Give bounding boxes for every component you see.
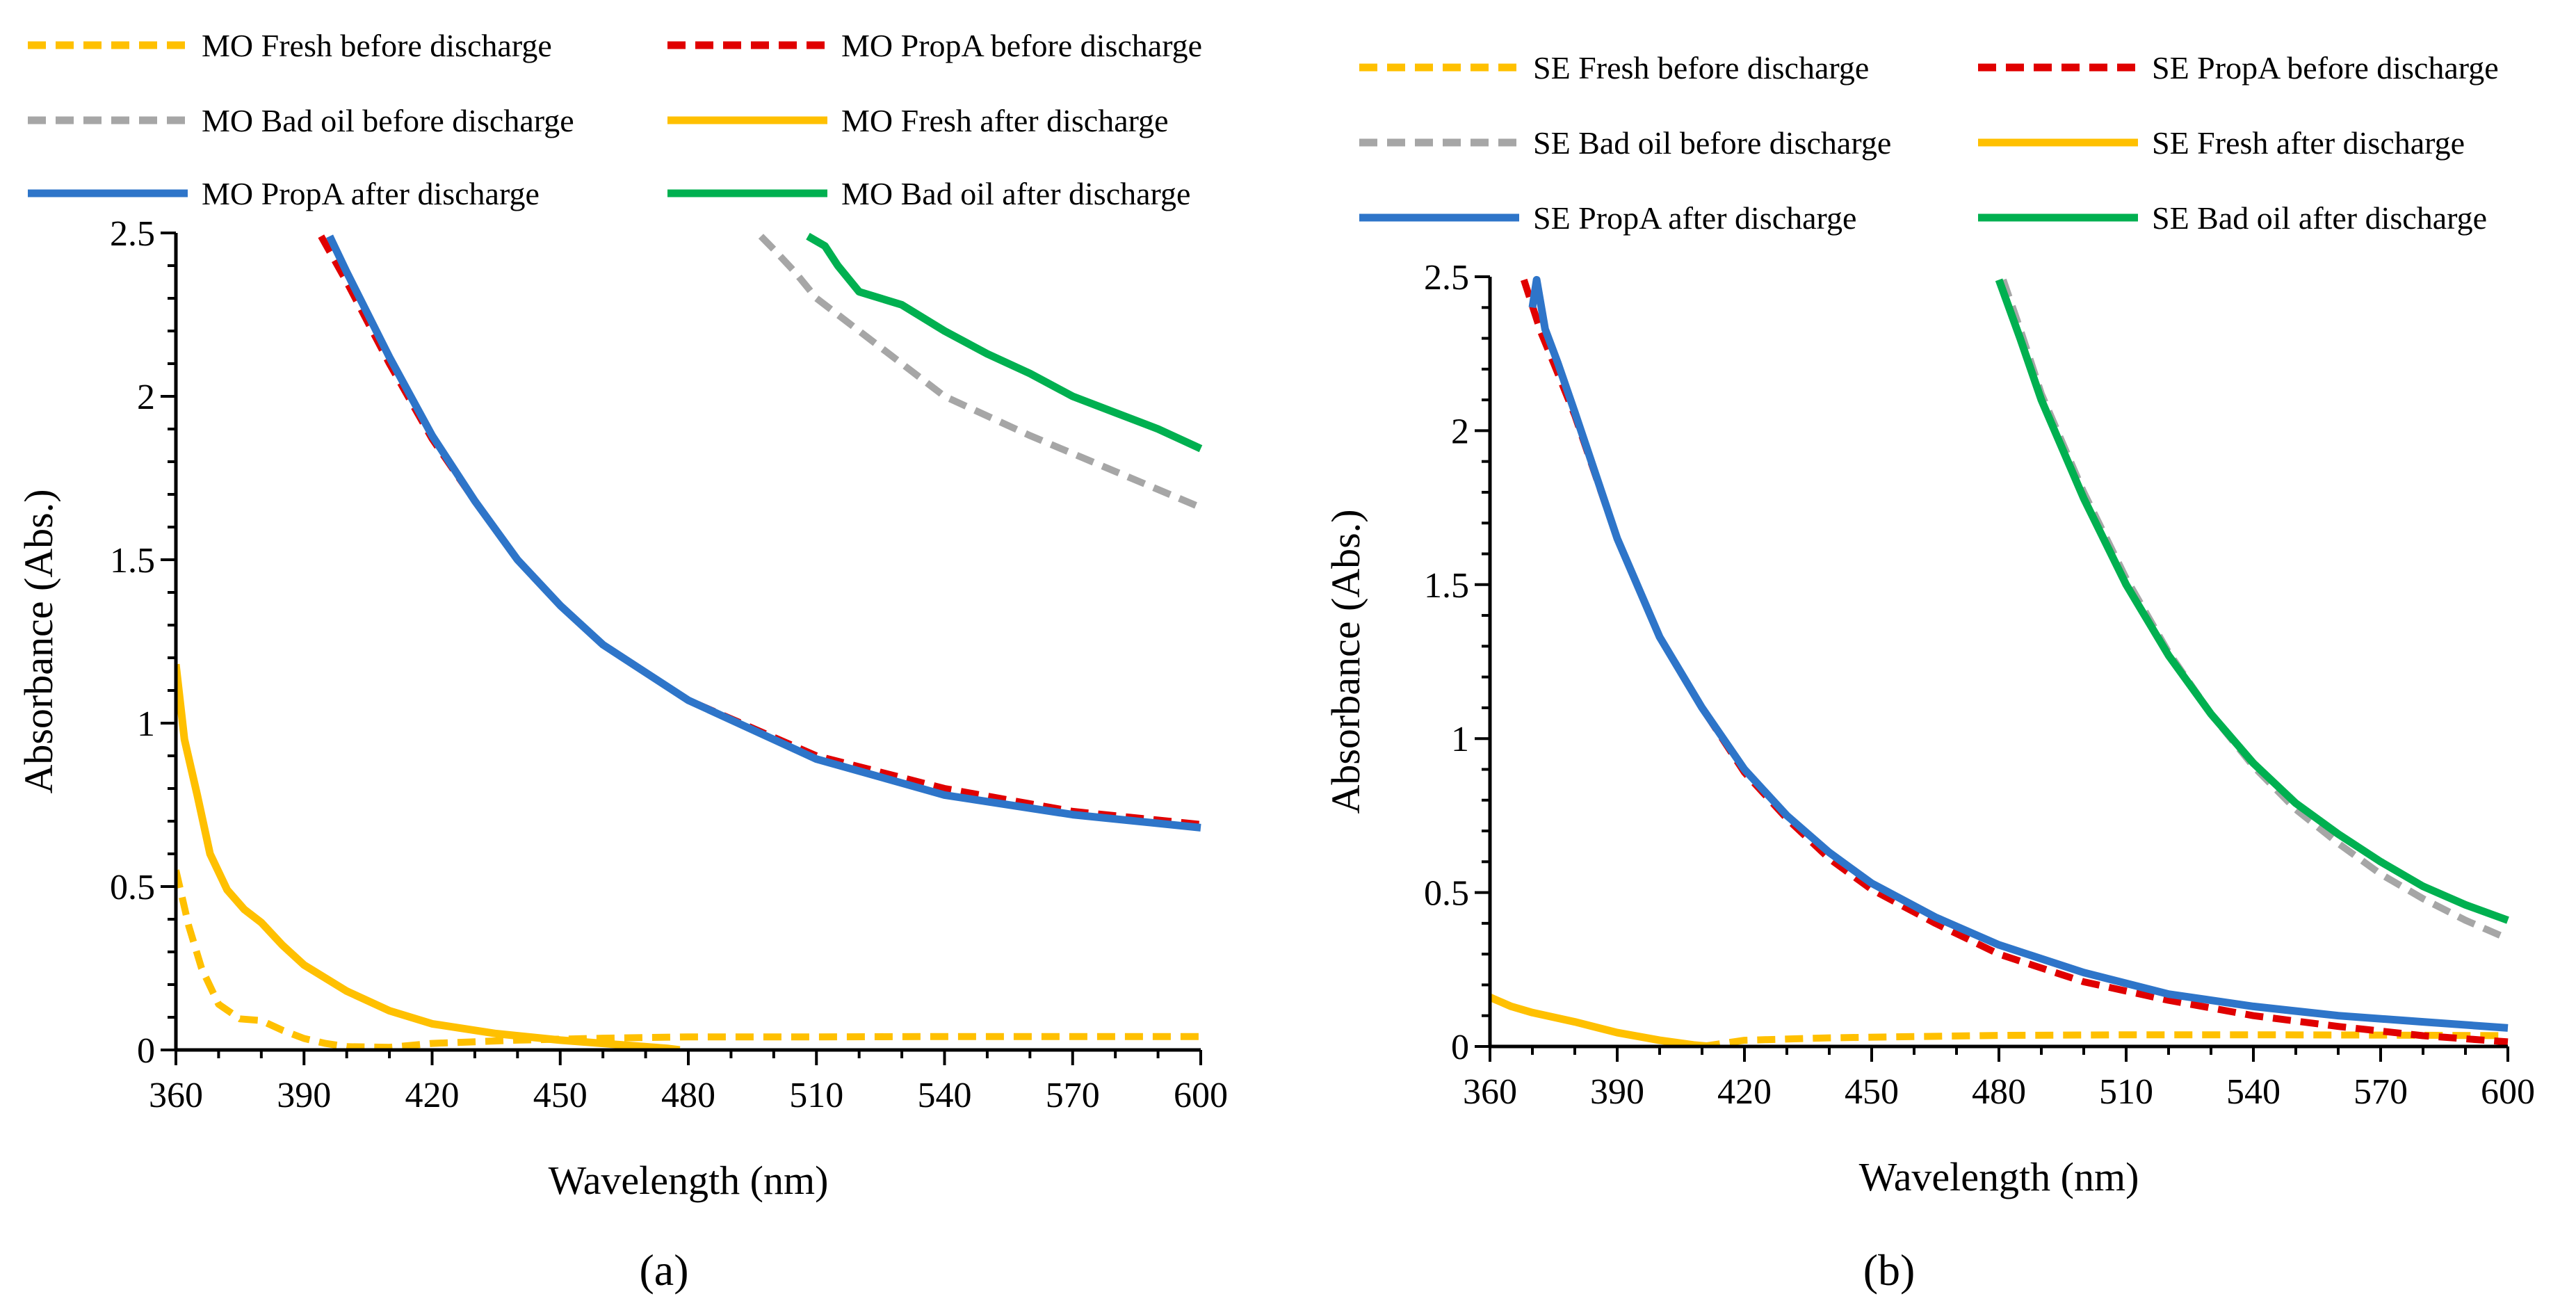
panel-label-b: (b): [1863, 1245, 1915, 1295]
y-axis-title: Absorbance (Abs.): [16, 489, 61, 793]
legend-label: SE Bad oil before discharge: [1533, 125, 1891, 161]
x-tick-label: 450: [533, 1076, 588, 1115]
legend-label: MO PropA before discharge: [841, 28, 1202, 63]
series-line-se-bad-oil-after-discharge: [1995, 278, 2509, 924]
x-tick-label: 540: [2226, 1072, 2281, 1112]
series-line-se-fresh-after-discharge: [1490, 994, 1711, 1048]
y-tick-label: 2.5: [1424, 258, 1469, 298]
legend-item: MO Bad oil before discharge: [28, 103, 574, 138]
x-tick-label: 540: [918, 1076, 972, 1115]
legend-item: SE Bad oil before discharge: [1359, 125, 1891, 161]
y-tick-label: 1: [137, 704, 155, 744]
plot-area: [1490, 275, 2509, 1048]
series-line-mo-bad-oil-before-discharge: [758, 234, 1202, 511]
legend-label: SE Bad oil after discharge: [2152, 200, 2487, 236]
series-line-mo-propa-after-discharge: [326, 234, 1201, 832]
legend: SE Fresh before discharge SE PropA before…: [1359, 50, 2499, 236]
x-tick-label: 420: [405, 1076, 460, 1115]
legend-item: MO PropA before discharge: [667, 28, 1202, 63]
series-line-se-propa-after-discharge: [1528, 275, 2509, 1032]
legend-item: SE Fresh after discharge: [1978, 125, 2465, 161]
x-tick-label: 450: [1845, 1072, 1899, 1112]
x-tick-label: 390: [1590, 1072, 1644, 1112]
x-tick-label: 420: [1717, 1072, 1772, 1112]
x-axis-title: Wavelength (nm): [1859, 1154, 2139, 1199]
series-line-se-fresh-before-discharge: [1701, 1031, 2509, 1048]
x-tick-label: 510: [789, 1076, 843, 1115]
y-tick-label: 2: [1451, 412, 1469, 451]
chart-panel-b: 0 0.5 1 1.5 2 2.5 360 390 420 450 480 510 540 570 600 W…: [1323, 50, 2535, 1199]
x-tick-label: 570: [2354, 1072, 2408, 1112]
legend-item: SE Fresh before discharge: [1359, 50, 1869, 86]
series-line-se-bad-oil-before-discharge: [2000, 278, 2509, 942]
x-tick-label: 600: [2481, 1072, 2535, 1112]
x-tick-label: 600: [1174, 1076, 1228, 1115]
y-tick-label: 0.5: [110, 868, 155, 907]
x-tick-label: 480: [661, 1076, 715, 1115]
y-tick-label: 0: [1451, 1028, 1469, 1067]
legend-label: SE Fresh after discharge: [2152, 125, 2465, 161]
y-tick-label: 0: [137, 1031, 155, 1071]
legend: MO Fresh before discharge MO PropA before…: [28, 28, 1202, 211]
legend-item: MO Bad oil after discharge: [667, 176, 1190, 211]
legend-label: SE PropA after discharge: [1533, 200, 1856, 236]
x-tick-label: 480: [1972, 1072, 2026, 1112]
series-line-mo-fresh-before-discharge: [176, 869, 1201, 1051]
legend-item: MO Fresh after discharge: [667, 103, 1169, 138]
legend-item: SE PropA after discharge: [1359, 200, 1856, 236]
x-axis-title: Wavelength (nm): [549, 1158, 829, 1203]
x-tick-label: 390: [277, 1076, 331, 1115]
y-tick-label: 1.5: [110, 541, 155, 581]
y-tick-label: 2: [137, 378, 155, 417]
legend-item: MO Fresh before discharge: [28, 28, 552, 63]
series-line-mo-bad-oil-after-discharge: [806, 232, 1203, 453]
x-tick-label: 360: [149, 1076, 203, 1115]
legend-item: SE PropA before discharge: [1978, 50, 2499, 86]
legend-label: MO PropA after discharge: [202, 176, 540, 211]
panel-label-a: (a): [639, 1245, 688, 1295]
y-tick-label: 1.5: [1424, 566, 1469, 606]
legend-label: SE PropA before discharge: [2152, 50, 2499, 86]
y-axis-title: Absorbance (Abs.): [1323, 509, 1368, 814]
x-tick-label: 360: [1463, 1072, 1517, 1112]
chart-panel-a: 0 0.5 1 1.5 2 2.5 360 390 420 450 480 510 540 570 600 W…: [16, 28, 1228, 1203]
y-tick-label: 1: [1451, 720, 1469, 759]
series-line-mo-fresh-after-discharge: [176, 663, 681, 1051]
legend-label: MO Fresh before discharge: [202, 28, 552, 63]
legend-item: MO PropA after discharge: [28, 176, 540, 211]
legend-label: MO Fresh after discharge: [841, 103, 1169, 138]
legend-label: MO Bad oil after discharge: [841, 176, 1190, 211]
legend-label: MO Bad oil before discharge: [202, 103, 574, 138]
x-tick-label: 570: [1046, 1076, 1100, 1115]
y-tick-label: 0.5: [1424, 874, 1469, 914]
plot-area: [176, 232, 1203, 1051]
legend-label: SE Fresh before discharge: [1533, 50, 1869, 86]
y-tick-label: 2.5: [110, 214, 155, 254]
legend-item: SE Bad oil after discharge: [1978, 200, 2487, 236]
x-tick-label: 510: [2099, 1072, 2153, 1112]
